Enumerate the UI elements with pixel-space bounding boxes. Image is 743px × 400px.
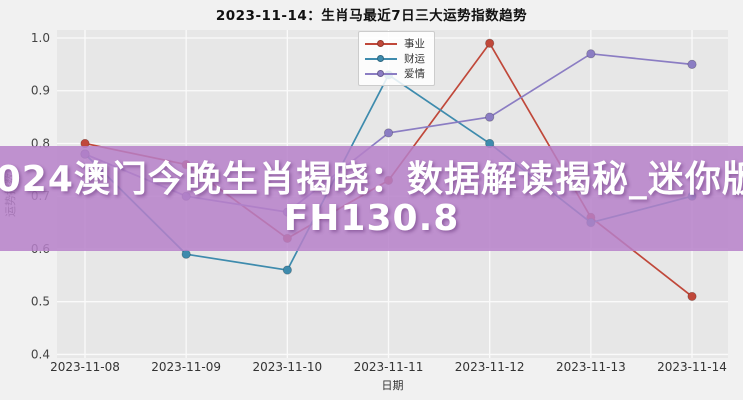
data-point	[485, 38, 495, 48]
y-tick-label: 1.0	[31, 31, 50, 45]
data-point	[181, 249, 191, 259]
legend-item-0: 事业	[365, 36, 425, 51]
legend-line-marker-icon	[365, 55, 397, 63]
x-tick-label: 2023-11-10	[252, 360, 322, 374]
data-point	[383, 128, 394, 138]
legend-label: 财运	[404, 53, 425, 65]
y-tick-label: 0.5	[31, 295, 50, 309]
x-tick-label: 2023-11-08	[50, 360, 120, 374]
chart-legend: 事业 财运 爱情	[358, 31, 435, 86]
legend-label: 爱情	[404, 68, 425, 80]
x-tick-label: 2023-11-13	[556, 360, 626, 374]
y-tick-label: 0.9	[31, 84, 50, 98]
legend-label: 事业	[404, 38, 425, 50]
x-tick-label: 2023-11-12	[455, 360, 525, 374]
watermark-banner: 2024澳门今晚生肖揭晓：数据解读揭秘_迷你版J FH130.8	[0, 146, 743, 251]
x-tick-label: 2023-11-14	[657, 360, 727, 374]
legend-item-1: 财运	[365, 51, 425, 66]
chart-title: 2023-11-14：生肖马最近7日三大运势指数趋势	[215, 8, 528, 24]
watermark-text-line2: FH130.8	[283, 197, 460, 239]
x-tick-label: 2023-11-09	[151, 360, 221, 374]
watermark-text-line1: 2024澳门今晚生肖揭晓：数据解读揭秘_迷你版J	[0, 158, 743, 200]
y-tick-label: 0.4	[31, 347, 50, 361]
legend-line-marker-icon	[365, 70, 397, 78]
data-point	[282, 265, 292, 275]
data-point	[687, 59, 697, 69]
x-tick-label: 2023-11-11	[354, 360, 424, 374]
x-axis-label: 日期	[382, 379, 404, 392]
legend-line-marker-icon	[365, 40, 397, 48]
legend-item-2: 爱情	[365, 66, 425, 81]
data-point	[485, 112, 495, 122]
data-point	[687, 291, 697, 302]
data-point	[586, 49, 596, 59]
